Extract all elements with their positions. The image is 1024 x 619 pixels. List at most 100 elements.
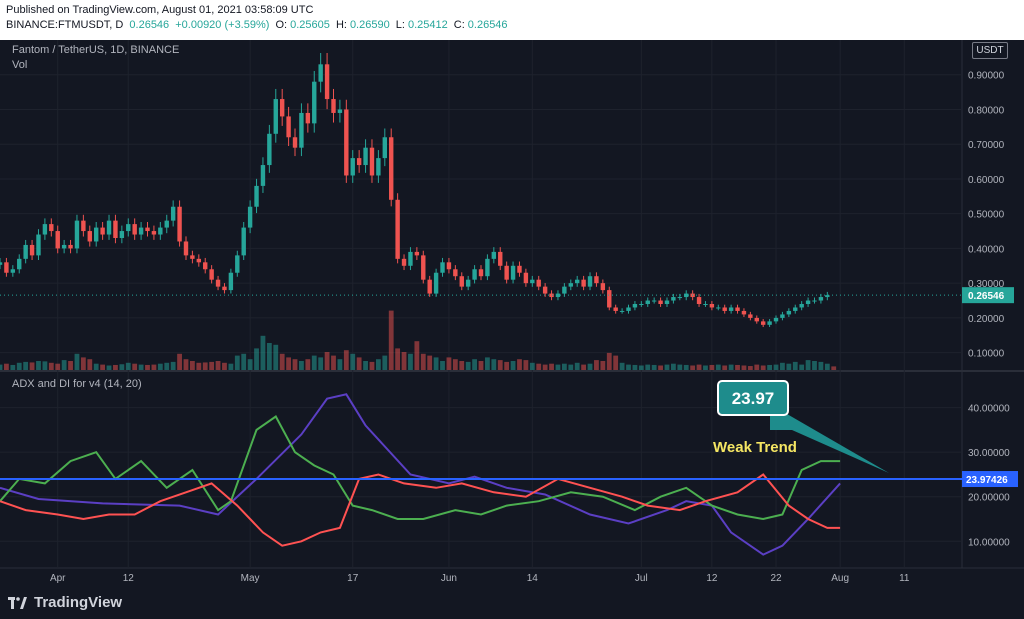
volume-bar [632, 364, 638, 370]
volume-bar [696, 364, 702, 370]
volume-bar [478, 361, 484, 370]
candle-body [594, 276, 599, 284]
high-value: 0.26590 [349, 19, 390, 31]
volume-bar [645, 364, 651, 370]
time-tick-label: 14 [527, 573, 539, 584]
level-tag-value: 23.97426 [966, 475, 1008, 486]
indicator-lines [0, 393, 841, 556]
candle-body [267, 133, 272, 166]
candle-body [382, 137, 387, 159]
volume-bars [0, 310, 837, 370]
volume-bar [523, 360, 529, 370]
volume-bar [780, 362, 785, 370]
volume-bar [55, 363, 61, 370]
candle-body [113, 220, 118, 238]
candle-body [575, 279, 580, 284]
candle-body [151, 231, 157, 235]
volume-bar [831, 366, 837, 370]
candle-body [741, 310, 747, 315]
candle-body [510, 265, 516, 280]
volume-bar [786, 363, 792, 370]
volume-bar [517, 359, 522, 370]
volume-bar [587, 363, 593, 370]
volume-bar [388, 310, 394, 370]
volume-bar [408, 353, 413, 370]
volume-bar [119, 364, 125, 370]
volume-bar [196, 362, 202, 370]
candle-body [760, 321, 766, 325]
candle-body [164, 220, 169, 228]
candle-body [235, 255, 240, 273]
candle-body [433, 272, 439, 294]
volume-bar [754, 364, 760, 370]
volume-bar [305, 359, 311, 370]
volume-bar [427, 355, 433, 370]
volume-bar [677, 364, 683, 370]
volume-bar [29, 362, 35, 370]
volume-bar [452, 359, 458, 370]
candle-body [767, 321, 772, 325]
volume-bar [818, 361, 824, 370]
candle-body [138, 227, 144, 235]
volume-bar [170, 361, 176, 370]
volume-bar [792, 361, 798, 370]
volume-bar [74, 353, 80, 370]
chart-canvas[interactable]: 0.10000 0.20000 0.30000 0.40000 0.50000 0.600… [0, 40, 1024, 588]
candle-body [684, 293, 689, 298]
volume-bar [234, 355, 240, 370]
published-header: Published on TradingView.com, August 01,… [0, 0, 1024, 40]
candle-body [773, 317, 779, 322]
open-label: O: [275, 19, 288, 31]
tradingview-logo: TradingView [8, 594, 122, 611]
volume-bar [568, 364, 574, 370]
volume-bar [61, 360, 67, 370]
candle-body [549, 293, 554, 298]
candle-body [530, 279, 535, 284]
candle-body [23, 244, 28, 259]
candle-body [677, 297, 683, 299]
candle-body [29, 244, 35, 256]
volume-bar [497, 360, 503, 370]
volume-bar [247, 359, 253, 370]
low-label: L: [395, 19, 405, 31]
candle-body [312, 81, 317, 124]
candle-body [414, 251, 420, 256]
candle-body [613, 307, 618, 311]
candle-body [119, 231, 125, 238]
main-pane-title: Fantom / TetherUS, 1D, BINANCE [12, 44, 180, 56]
candle-body [664, 300, 670, 304]
callout-box [717, 380, 789, 416]
price-tick-label: 0.80000 [968, 105, 1005, 116]
candle-body [81, 220, 86, 232]
price-value: 0.26546 [129, 19, 170, 31]
candle-body [722, 307, 727, 311]
candle-body [247, 206, 253, 228]
volume-bar [23, 361, 29, 370]
volume-bar [722, 365, 728, 370]
volume-bar [4, 363, 9, 370]
price-tick-label: 0.70000 [968, 140, 1005, 151]
time-tick-label: 11 [899, 573, 910, 584]
volume-bar [132, 363, 138, 370]
candle-body [491, 251, 497, 259]
weak-trend-annotation: Weak Trend [713, 439, 797, 456]
volume-bar [510, 361, 516, 370]
candle-body [4, 262, 9, 273]
price-tick-label: 0.50000 [968, 210, 1005, 221]
volume-bar [472, 359, 477, 370]
volume-bar [125, 362, 131, 370]
volume-bar [420, 353, 426, 370]
candle-body [825, 295, 830, 298]
volume-bar [395, 348, 401, 370]
chart-area[interactable]: 0.10000 0.20000 0.30000 0.40000 0.50000 0.600… [0, 40, 1024, 588]
volume-bar [741, 365, 747, 370]
candle-body [728, 307, 734, 311]
tradingview-logo-icon [8, 596, 27, 609]
currency-button[interactable]: USDT [972, 42, 1008, 59]
candle-body [209, 269, 214, 280]
time-tick-label: 12 [123, 573, 135, 584]
volume-bar [299, 361, 304, 370]
candle-body [145, 227, 150, 232]
candle-body [453, 269, 458, 277]
candle-body [17, 258, 22, 270]
